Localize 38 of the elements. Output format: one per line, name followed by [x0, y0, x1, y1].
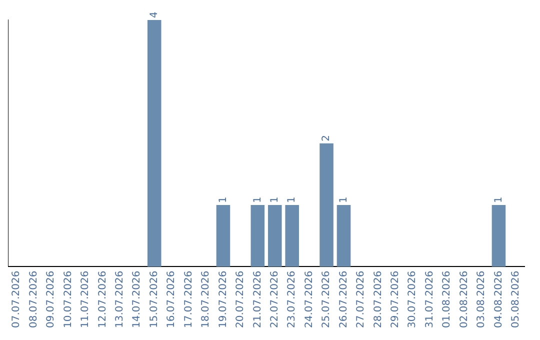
x-tick-label: 17.07.2026	[183, 270, 194, 328]
data-label: 2	[321, 134, 332, 142]
x-tick-label: 20.07.2026	[235, 270, 246, 328]
x-tick-label: 05.08.2026	[510, 270, 522, 328]
x-tick-label: 18.07.2026	[200, 270, 212, 328]
x-tick-label: 12.07.2026	[97, 270, 108, 328]
x-tick-label: 07.07.2026	[11, 270, 22, 328]
x-tick-label: 04.08.2026	[493, 270, 504, 328]
x-tick-label: 03.08.2026	[476, 270, 488, 328]
x-tick-label: 16.07.2026	[166, 270, 178, 328]
x-tick-label: 02.08.2026	[458, 270, 470, 328]
x-tick-label: 29.07.2026	[390, 270, 401, 328]
x-tick-label: 27.07.2026	[356, 270, 367, 328]
x-tick-label: 14.07.2026	[132, 270, 143, 328]
x-tick-label: 31.07.2026	[424, 270, 436, 328]
x-tick-label: 19.07.2026	[218, 270, 229, 328]
x-tick-label: 28.07.2026	[372, 270, 384, 328]
x-tick-label: 13.07.2026	[114, 270, 126, 328]
x-tick-label: 21.07.2026	[252, 270, 264, 328]
data-label: 1	[252, 196, 264, 204]
x-tick-label: 08.07.2026	[28, 270, 40, 328]
x-tick-label: 30.07.2026	[407, 270, 418, 328]
x-tick-label: 01.08.2026	[442, 270, 453, 328]
data-label: 1	[286, 196, 298, 204]
x-tick-label: 10.07.2026	[62, 270, 74, 328]
x-tick-label: 24.07.2026	[304, 270, 315, 328]
data-label: 1	[218, 196, 229, 204]
x-tick-label: 15.07.2026	[148, 270, 160, 328]
x-tick-label: 26.07.2026	[338, 270, 350, 328]
data-label: 1	[338, 196, 350, 204]
x-tick-label: 11.07.2026	[80, 270, 92, 328]
x-tick-label: 22.07.2026	[269, 270, 280, 328]
data-label: 4	[148, 12, 160, 18]
x-tick-label: 25.07.2026	[321, 270, 332, 328]
data-label: 1	[269, 196, 280, 204]
data-label: 1	[493, 196, 504, 204]
x-tick-label: 09.07.2026	[46, 270, 57, 328]
x-tick-label: 23.07.2026	[286, 270, 298, 328]
